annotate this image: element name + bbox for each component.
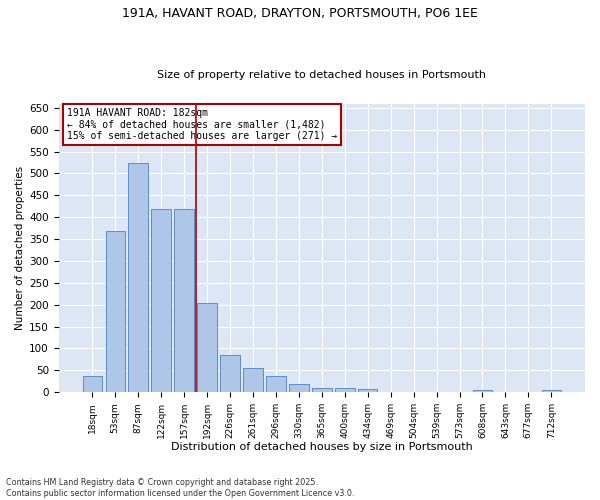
Bar [312,388,332,392]
Text: 191A HAVANT ROAD: 182sqm
← 84% of detached houses are smaller (1,482)
15% of sem: 191A HAVANT ROAD: 182sqm ← 84% of detach… [67,108,337,141]
Bar [128,164,148,392]
Bar [220,355,240,392]
Bar [151,210,171,392]
Bar [542,390,561,392]
Bar [197,302,217,392]
Bar [473,390,492,392]
Bar [289,384,308,392]
Text: 191A, HAVANT ROAD, DRAYTON, PORTSMOUTH, PO6 1EE: 191A, HAVANT ROAD, DRAYTON, PORTSMOUTH, … [122,8,478,20]
Bar [106,231,125,392]
Bar [175,210,194,392]
Bar [243,368,263,392]
Title: Size of property relative to detached houses in Portsmouth: Size of property relative to detached ho… [157,70,487,81]
X-axis label: Distribution of detached houses by size in Portsmouth: Distribution of detached houses by size … [171,442,473,452]
Bar [83,376,102,392]
Bar [358,389,377,392]
Bar [335,388,355,392]
Text: Contains HM Land Registry data © Crown copyright and database right 2025.
Contai: Contains HM Land Registry data © Crown c… [6,478,355,498]
Bar [266,376,286,392]
Y-axis label: Number of detached properties: Number of detached properties [15,166,25,330]
